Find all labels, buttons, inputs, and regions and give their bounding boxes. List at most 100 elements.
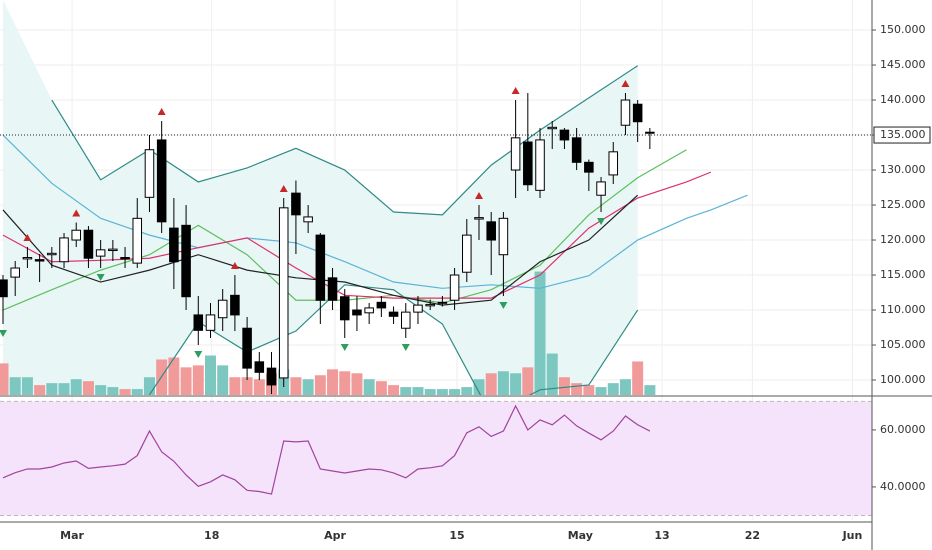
candle-body: [0, 279, 8, 298]
x-tick-label: May: [568, 529, 593, 542]
volume-bar: [400, 387, 412, 395]
fractal-down: [0, 330, 8, 338]
candle-body: [181, 224, 191, 298]
y-tick-label: 125.000: [880, 198, 926, 211]
volume-bar: [119, 389, 131, 395]
x-tick-label: 15: [449, 529, 464, 542]
volume-bar: [217, 365, 229, 395]
candle-body: [156, 139, 167, 223]
fractal-up: [72, 209, 81, 217]
candle-body: [278, 207, 289, 379]
volume-bar: [34, 385, 46, 395]
x-tick-label: 13: [654, 529, 669, 542]
candle-body: [242, 327, 252, 369]
volume-bar: [95, 385, 107, 395]
fractal-up: [511, 87, 520, 95]
candle-body: [291, 192, 301, 216]
volume-bar: [241, 377, 253, 395]
volume-bar: [522, 367, 534, 395]
candle-body: [47, 252, 57, 256]
last-price-box: [873, 126, 931, 144]
last-price-label: 135.000: [880, 128, 926, 141]
candle-body: [510, 137, 521, 171]
volume-bar: [619, 379, 631, 395]
y-tick-label: 150.000: [880, 23, 926, 36]
candle-body: [413, 304, 423, 313]
candle-body: [108, 248, 118, 252]
candle-body: [486, 221, 496, 241]
candle-body: [266, 367, 277, 386]
candle-body: [230, 294, 240, 316]
volume-bar: [644, 385, 656, 395]
candle-body: [364, 307, 374, 314]
fractal-up: [23, 234, 32, 242]
candle-body: [193, 314, 204, 331]
candle-body: [352, 309, 362, 316]
candle-body: [535, 139, 545, 191]
volume-bar: [363, 379, 375, 395]
volume-bar: [46, 383, 58, 395]
volume-bar: [473, 379, 485, 395]
indicator-line: [148, 284, 639, 395]
fractal-up: [157, 108, 166, 116]
volume-bar: [607, 383, 619, 395]
fractal-up: [230, 262, 239, 270]
volume-bar: [192, 365, 204, 395]
volume-bar: [143, 377, 155, 395]
volume-bar: [168, 357, 180, 395]
candle-body: [584, 161, 594, 173]
candle-body: [425, 303, 435, 307]
volume-bar: [21, 377, 33, 395]
candle-body: [327, 277, 338, 301]
candle-body: [608, 151, 619, 176]
volume-bar: [82, 381, 94, 395]
fractal-up: [279, 185, 288, 193]
volume-bar: [229, 377, 241, 395]
fractal-down: [340, 344, 349, 352]
volume-bar: [0, 363, 9, 395]
rsi-tick-label: 60.0000: [880, 423, 926, 436]
volume-bar: [290, 377, 302, 395]
volume-bar: [485, 373, 497, 395]
candle-body: [120, 257, 130, 260]
volume-bar: [204, 355, 216, 395]
candle-body: [34, 259, 45, 262]
y-tick-label: 105.000: [880, 338, 926, 351]
candle-body: [59, 237, 69, 263]
volume-bar: [351, 373, 363, 395]
volume-bar: [107, 387, 119, 395]
volume-bar: [632, 361, 644, 395]
candle-body: [205, 314, 216, 331]
fractal-down: [194, 351, 203, 359]
rsi-line: [2, 404, 651, 495]
volume-bar: [302, 379, 314, 395]
candle-body: [620, 99, 631, 126]
fractal-down: [401, 344, 410, 352]
band-fill: [3, 0, 638, 395]
candle-body: [339, 296, 350, 321]
candle-body: [559, 129, 570, 141]
candle-body: [217, 299, 228, 319]
y-tick-label: 140.000: [880, 93, 926, 106]
volume-bar: [412, 387, 424, 395]
fractal-down: [597, 218, 606, 226]
fractal-up: [474, 192, 483, 200]
volume-bar: [497, 371, 509, 395]
x-tick-label: Mar: [60, 529, 84, 542]
volume-bar: [424, 389, 436, 395]
volume-bar: [314, 375, 326, 395]
candle-body: [376, 301, 387, 309]
volume-bar: [131, 389, 143, 395]
candle-body: [523, 141, 533, 186]
fractal-down: [96, 274, 105, 282]
volume-bar: [534, 271, 546, 395]
candle-body: [83, 229, 94, 259]
x-tick-label: Jun: [842, 529, 863, 542]
volume-bar: [558, 377, 570, 395]
volume-bar: [58, 383, 70, 395]
candle-body: [22, 257, 33, 260]
candle-body: [315, 234, 326, 301]
candle-body: [474, 217, 484, 220]
candle-body: [388, 311, 399, 317]
